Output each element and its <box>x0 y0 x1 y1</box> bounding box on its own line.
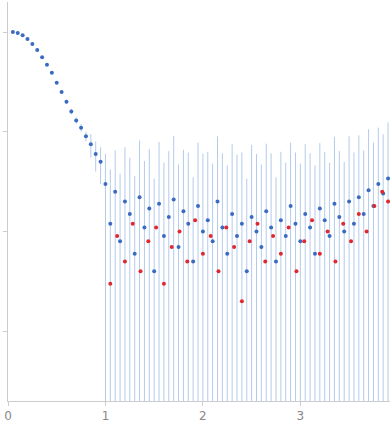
svg-text:3: 3 <box>297 409 305 423</box>
svg-text:2: 2 <box>199 409 207 423</box>
svg-text:1: 1 <box>102 409 110 423</box>
svg-text:0: 0 <box>4 409 12 423</box>
